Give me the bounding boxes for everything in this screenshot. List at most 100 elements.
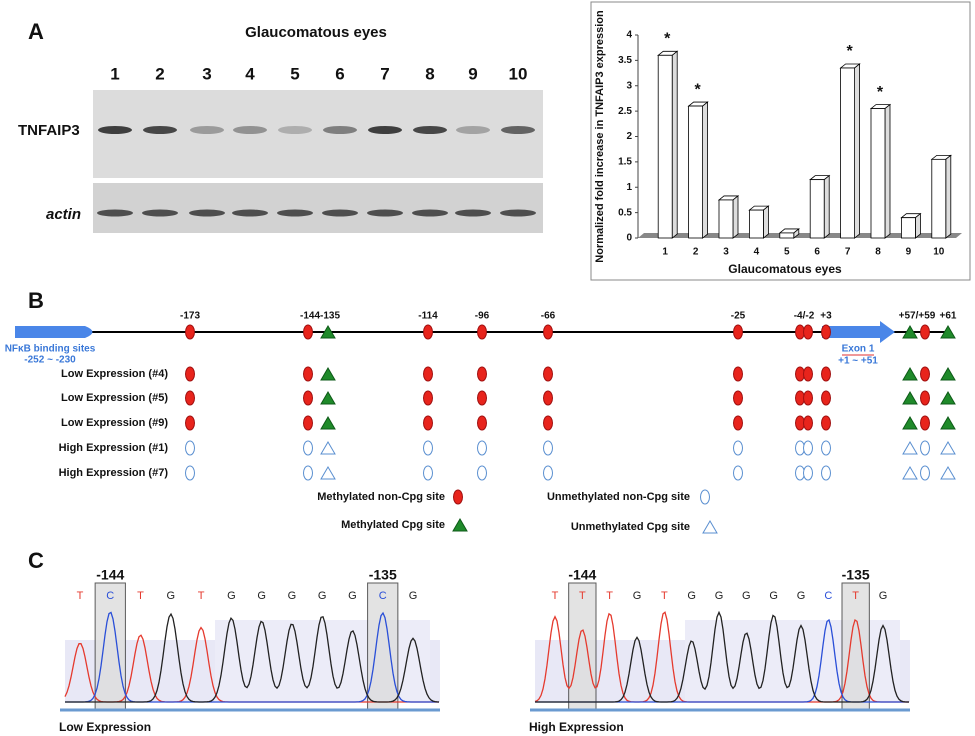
bar: [688, 105, 703, 239]
base-call: G: [715, 590, 724, 602]
significance-mark: *: [877, 84, 884, 101]
x-tick-label: 1: [662, 247, 668, 258]
chart-frame: [590, 1, 971, 281]
y-tick-label: 2.5: [618, 106, 632, 117]
blot-band: [278, 126, 312, 134]
methylation-marker: [733, 390, 743, 406]
blot-band: [190, 126, 224, 134]
highlight-column: [568, 582, 597, 711]
base-call: C: [379, 590, 387, 602]
methylation-marker: [920, 440, 930, 456]
methylation-marker: [940, 416, 956, 430]
x-tick-label: 5: [784, 247, 790, 258]
methylation-marker: [902, 466, 918, 480]
methylation-marker: [543, 465, 553, 481]
blot-panel: [93, 90, 543, 178]
base-call: G: [633, 590, 642, 602]
methylation-marker: [821, 440, 831, 456]
position-label: -173: [180, 311, 200, 322]
y-tick-label: 0.5: [618, 207, 632, 218]
panel-label: A: [28, 19, 44, 44]
methylation-marker: [543, 390, 553, 406]
site-marker: [733, 324, 743, 340]
bar: [901, 217, 916, 239]
bar: [931, 158, 947, 239]
blot-band: [232, 209, 268, 217]
methylation-marker: [902, 391, 918, 405]
x-axis-label: Glaucomatous eyes: [728, 262, 842, 276]
highlight-column: [367, 582, 399, 711]
blot-band: [142, 209, 178, 217]
position-label: +3: [820, 311, 832, 322]
row-label: Low Expression (#5): [61, 392, 168, 404]
methylation-marker: [185, 366, 195, 382]
methylation-marker: [920, 465, 930, 481]
blot-band: [413, 126, 447, 134]
blot-band: [500, 209, 536, 217]
methylation-marker: [320, 367, 336, 381]
panel-label: C: [28, 548, 44, 573]
blot-row-label: TNFAIP3: [18, 122, 80, 139]
methylation-marker: [320, 441, 336, 455]
legend-marker: [702, 520, 718, 534]
highlight-column: [94, 582, 126, 711]
x-tick-label: 6: [814, 247, 820, 258]
sample-label: Low Expression: [59, 720, 151, 734]
bar: [870, 108, 886, 239]
methylation-marker: [423, 440, 433, 456]
bar-side: [763, 205, 769, 239]
blot-band: [456, 126, 490, 134]
methylation-marker: [902, 416, 918, 430]
legend-label: Methylated non-Cpg site: [317, 491, 445, 503]
blot-band: [455, 209, 491, 217]
row-label: Low Expression (#4): [61, 368, 168, 380]
methylation-marker: [902, 367, 918, 381]
y-tick-label: 3.5: [618, 55, 632, 66]
y-tick-label: 0: [626, 233, 632, 244]
x-tick-label: 2: [693, 247, 699, 258]
lane-label: 10: [509, 64, 528, 83]
methylation-marker: [423, 366, 433, 382]
position-label: -114: [418, 311, 438, 322]
methylation-marker: [940, 466, 956, 480]
methylation-marker: [303, 366, 313, 382]
blot-panel: [93, 183, 543, 233]
methylation-marker: [543, 366, 553, 382]
position-marker: -135: [842, 567, 870, 583]
methylation-marker: [733, 366, 743, 382]
methylation-marker: [185, 465, 195, 481]
x-tick-label: 7: [845, 247, 851, 258]
position-label: -4/-2: [794, 311, 815, 322]
methylation-marker: [423, 390, 433, 406]
bar: [657, 54, 673, 239]
position-marker: -144: [568, 567, 596, 583]
bar-side: [702, 101, 708, 239]
y-tick-label: 3: [626, 80, 632, 91]
base-call: G: [167, 590, 176, 602]
blot-band: [368, 126, 402, 134]
lane-label: 3: [202, 64, 211, 83]
blot-band: [97, 209, 133, 217]
row-label: High Expression (#7): [59, 467, 169, 479]
base-call: G: [318, 590, 327, 602]
lane-label: 5: [290, 64, 299, 83]
methylation-marker: [940, 367, 956, 381]
base-call: G: [769, 590, 778, 602]
methylation-marker: [803, 415, 813, 431]
trace: [535, 610, 909, 703]
blot-band: [501, 126, 535, 134]
significance-mark: *: [664, 31, 671, 48]
lane-label: 1: [110, 64, 119, 83]
significance-mark: *: [694, 81, 701, 98]
methylation-marker: [733, 465, 743, 481]
base-call: C: [824, 590, 832, 602]
blot-band: [322, 209, 358, 217]
base-call: G: [797, 590, 806, 602]
methylation-marker: [902, 441, 918, 455]
methylation-marker: [733, 440, 743, 456]
methylation-marker: [920, 390, 930, 406]
blot-band: [367, 209, 403, 217]
legend-marker: [452, 518, 468, 532]
x-tick-label: 3: [723, 247, 729, 258]
